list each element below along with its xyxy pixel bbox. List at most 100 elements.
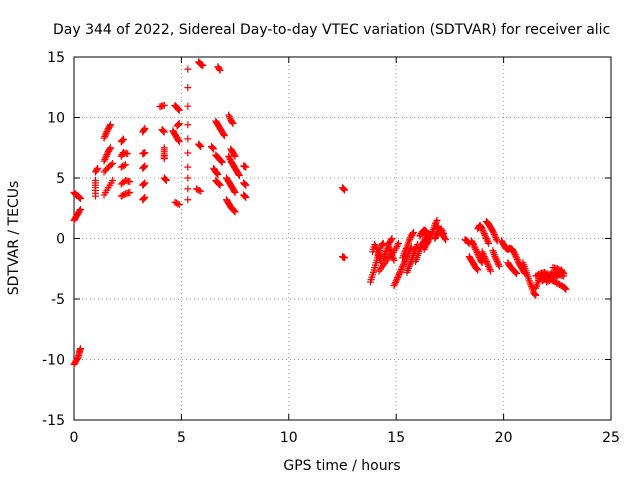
data-point bbox=[93, 166, 101, 174]
data-point bbox=[141, 162, 149, 170]
data-point bbox=[409, 230, 417, 238]
data-point bbox=[474, 266, 482, 274]
data-point bbox=[175, 120, 183, 128]
data-point bbox=[101, 132, 109, 140]
data-point bbox=[384, 241, 392, 249]
data-point bbox=[495, 262, 503, 270]
data-point bbox=[220, 130, 228, 138]
data-point bbox=[103, 151, 111, 159]
data-point bbox=[513, 255, 521, 263]
data-point bbox=[492, 235, 500, 243]
data-point bbox=[120, 161, 128, 169]
data-point bbox=[441, 235, 449, 242]
data-point bbox=[380, 252, 388, 260]
data-point bbox=[230, 206, 238, 214]
data-point bbox=[394, 241, 402, 249]
data-point bbox=[140, 163, 148, 171]
data-point bbox=[379, 239, 387, 247]
data-point bbox=[472, 247, 480, 255]
data-point bbox=[175, 201, 183, 209]
data-point bbox=[562, 285, 570, 293]
data-point bbox=[195, 187, 203, 195]
y-tick-labels: -15 -10 -5 0 5 10 15 bbox=[42, 50, 65, 429]
grid-lines bbox=[74, 57, 611, 420]
data-point bbox=[107, 144, 115, 152]
data-point bbox=[471, 244, 479, 252]
x-tick-label: 0 bbox=[70, 430, 79, 446]
data-point bbox=[512, 270, 520, 278]
data-point bbox=[483, 259, 491, 267]
data-point bbox=[109, 159, 117, 167]
data-point bbox=[139, 164, 147, 172]
data-point bbox=[214, 170, 222, 178]
data-point bbox=[390, 256, 398, 264]
data-point bbox=[140, 194, 148, 202]
data-point bbox=[197, 143, 205, 151]
data-point bbox=[242, 193, 250, 201]
data-point bbox=[531, 291, 539, 299]
data-point bbox=[140, 126, 148, 134]
data-point bbox=[479, 249, 487, 257]
data-point bbox=[199, 61, 207, 69]
data-point bbox=[396, 267, 404, 275]
data-point bbox=[339, 184, 347, 192]
data-point bbox=[141, 193, 149, 201]
data-point bbox=[212, 169, 220, 177]
data-point bbox=[229, 120, 237, 128]
data-point bbox=[474, 250, 482, 258]
data-point bbox=[225, 111, 233, 119]
data-point bbox=[482, 233, 490, 241]
data-point bbox=[231, 152, 239, 160]
data-point bbox=[119, 135, 127, 143]
data-point bbox=[106, 122, 114, 130]
data-point bbox=[486, 266, 494, 274]
x-tick-label: 5 bbox=[177, 430, 186, 446]
data-point bbox=[215, 180, 223, 188]
data-point bbox=[141, 179, 149, 187]
data-point bbox=[195, 141, 203, 149]
data-point bbox=[161, 175, 169, 183]
data-point bbox=[174, 121, 182, 129]
data-point bbox=[109, 176, 117, 184]
data-point bbox=[432, 218, 440, 226]
data-point bbox=[424, 237, 432, 245]
data-point bbox=[103, 128, 111, 136]
data-point bbox=[492, 234, 500, 242]
data-point bbox=[384, 242, 392, 250]
data-point bbox=[484, 238, 492, 246]
y-tick-label: 10 bbox=[47, 111, 65, 127]
data-point bbox=[210, 145, 218, 153]
data-point bbox=[217, 157, 225, 165]
data-point bbox=[213, 170, 221, 178]
data-point bbox=[217, 157, 225, 165]
data-point bbox=[391, 278, 399, 286]
data-point bbox=[401, 257, 409, 265]
data-point bbox=[230, 187, 238, 195]
data-point bbox=[381, 251, 389, 259]
data-point bbox=[402, 245, 410, 253]
data-point bbox=[341, 186, 349, 194]
data-point bbox=[512, 254, 520, 262]
data-point bbox=[124, 150, 132, 158]
data-point bbox=[106, 145, 114, 153]
data-point bbox=[401, 248, 409, 256]
data-point bbox=[225, 113, 233, 121]
data-point bbox=[495, 261, 503, 269]
data-point bbox=[481, 254, 489, 262]
data-point bbox=[102, 152, 110, 160]
data-point bbox=[341, 254, 349, 262]
data-point bbox=[119, 136, 127, 144]
data-point bbox=[534, 278, 542, 286]
data-point bbox=[209, 144, 217, 152]
data-point bbox=[208, 143, 216, 151]
data-point bbox=[560, 270, 568, 278]
data-point bbox=[107, 161, 115, 169]
data-point bbox=[493, 257, 501, 265]
data-point bbox=[76, 194, 84, 202]
data-point bbox=[240, 180, 248, 188]
data-point bbox=[392, 277, 400, 285]
data-point bbox=[487, 267, 495, 275]
data-point bbox=[141, 124, 149, 132]
data-point bbox=[388, 235, 396, 242]
data-point bbox=[184, 102, 192, 110]
